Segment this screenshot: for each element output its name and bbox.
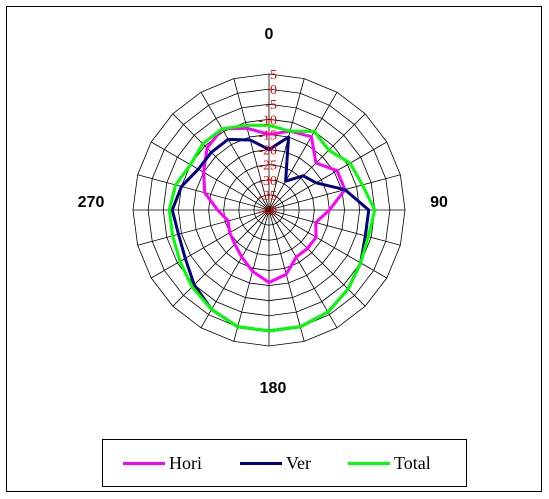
series-line-hori (202, 126, 347, 285)
grid-spoke-120 (268, 209, 387, 279)
legend-swatch-total (348, 461, 390, 465)
grid-spoke-150 (268, 209, 338, 328)
grid-spoke-240 (151, 209, 270, 279)
grid-spoke-30 (268, 92, 338, 211)
chart-area: 5 0 -5 -10 -15 -20 -25 -30 -35 -40 0 90 180 270 H… (6, 6, 542, 492)
radial-tick-label: 5 (270, 68, 277, 83)
legend-swatch-ver (240, 461, 282, 465)
grid-spoke-195 (233, 209, 270, 342)
grid-spoke-75 (268, 174, 401, 211)
radial-tick-label: -35 (258, 189, 277, 204)
grid-spoke-135 (268, 209, 366, 307)
legend: Hori Ver Total (102, 439, 467, 487)
series-layer (167, 123, 377, 333)
radial-tick-label: -10 (258, 113, 277, 128)
radial-tick-label: -5 (265, 98, 277, 113)
radial-tick-label: -30 (258, 174, 277, 189)
radial-tick-label: -20 (258, 144, 277, 159)
series-line-total (167, 123, 377, 333)
legend-label-total: Total (394, 452, 431, 473)
grid-spoke-300 (151, 141, 270, 211)
radial-tick-labels: 50-5-10-15-20-25-30-35-40 (258, 68, 277, 219)
grid-spoke-315 (172, 113, 270, 211)
radial-tick-label: -25 (258, 159, 277, 174)
angle-label-270: 270 (78, 194, 105, 211)
grid-spoke-255 (137, 209, 270, 246)
legend-item-total: Total (348, 440, 431, 486)
legend-label-hori: Hori (169, 452, 202, 473)
radar-chart: 50-5-10-15-20-25-30-35-40 0 90 180 270 (78, 26, 448, 397)
radial-tick-label: -15 (258, 128, 277, 143)
legend-swatch-hori (123, 461, 165, 465)
radial-tick-label: 0 (270, 83, 277, 98)
grid-spoke-60 (268, 141, 387, 211)
radial-tick-label: -40 (258, 204, 277, 219)
legend-item-ver: Ver (240, 440, 311, 486)
angle-label-0: 0 (265, 26, 274, 43)
grid-spoke-105 (268, 209, 401, 246)
grid-spoke-330 (200, 92, 270, 211)
grid-spoke-345 (233, 78, 270, 211)
grid-spoke-225 (172, 209, 270, 307)
legend-label-ver: Ver (286, 452, 311, 473)
legend-item-hori: Hori (123, 440, 202, 486)
angle-label-90: 90 (430, 194, 448, 211)
angle-label-180: 180 (260, 380, 287, 397)
